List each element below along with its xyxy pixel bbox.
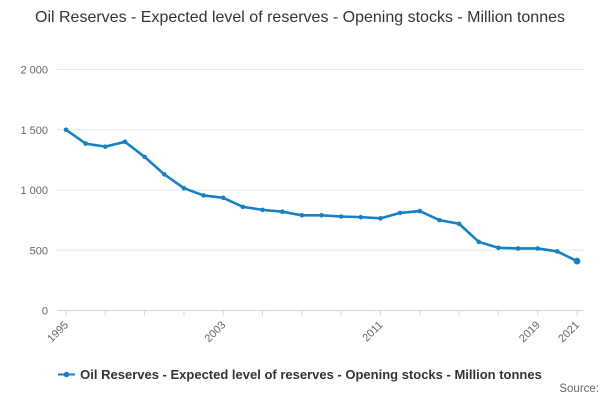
data-point[interactable] — [397, 210, 403, 216]
data-point[interactable] — [555, 249, 560, 254]
data-point[interactable] — [220, 195, 226, 201]
data-point[interactable] — [279, 209, 285, 214]
data-point[interactable] — [122, 139, 128, 145]
chart-title-text: Oil Reserves - Expected level of reserve… — [35, 9, 565, 26]
y-axis-tick-label: 1 000 — [20, 185, 48, 197]
data-point[interactable] — [63, 127, 69, 133]
data-point[interactable] — [103, 144, 108, 149]
x-axis-tick-label: 2011 — [360, 319, 385, 344]
y-axis-tick-label: 1 500 — [20, 125, 48, 137]
x-axis-tick-label: 2003 — [203, 319, 229, 345]
data-point[interactable] — [378, 216, 383, 221]
data-point[interactable] — [201, 193, 206, 198]
data-point[interactable] — [496, 245, 501, 251]
x-axis-tick-label: 2019 — [517, 319, 543, 345]
chart-title: Oil Reserves - Expected level of reserve… — [0, 7, 600, 29]
data-point[interactable] — [319, 213, 324, 218]
data-point[interactable] — [417, 208, 423, 214]
y-axis-tick-label: 2 000 — [20, 65, 48, 77]
line-chart: 0 500 1 000 1 500 2 000 1995 2003 2011 2019 2021 — [20, 65, 584, 345]
data-point[interactable] — [181, 185, 187, 191]
data-point[interactable] — [476, 239, 482, 245]
source-label: Source: — [559, 383, 599, 395]
data-point[interactable] — [573, 257, 581, 265]
data-point[interactable] — [358, 214, 364, 220]
legend-label: Oil Reserves - Expected level of reserve… — [80, 367, 542, 382]
data-point[interactable] — [515, 246, 521, 251]
data-point[interactable] — [299, 213, 305, 218]
series-line — [64, 128, 579, 263]
data-point[interactable] — [83, 141, 88, 146]
legend-line-dot-icon — [58, 371, 76, 378]
data-point[interactable] — [535, 246, 540, 251]
data-point[interactable] — [338, 214, 344, 219]
data-point[interactable] — [161, 172, 167, 177]
legend[interactable]: Oil Reserves - Expected level of reserve… — [0, 367, 600, 382]
data-point[interactable] — [142, 154, 147, 160]
data-point[interactable] — [240, 204, 246, 210]
x-axis-tick-label: 2021 — [556, 319, 582, 345]
x-axis-tick-label: 1995 — [45, 319, 71, 345]
y-axis-tick-label: 0 — [42, 306, 48, 318]
data-point[interactable] — [437, 217, 442, 223]
y-axis-tick-label: 500 — [30, 245, 48, 257]
data-point[interactable] — [456, 221, 462, 227]
data-point[interactable] — [260, 207, 265, 213]
